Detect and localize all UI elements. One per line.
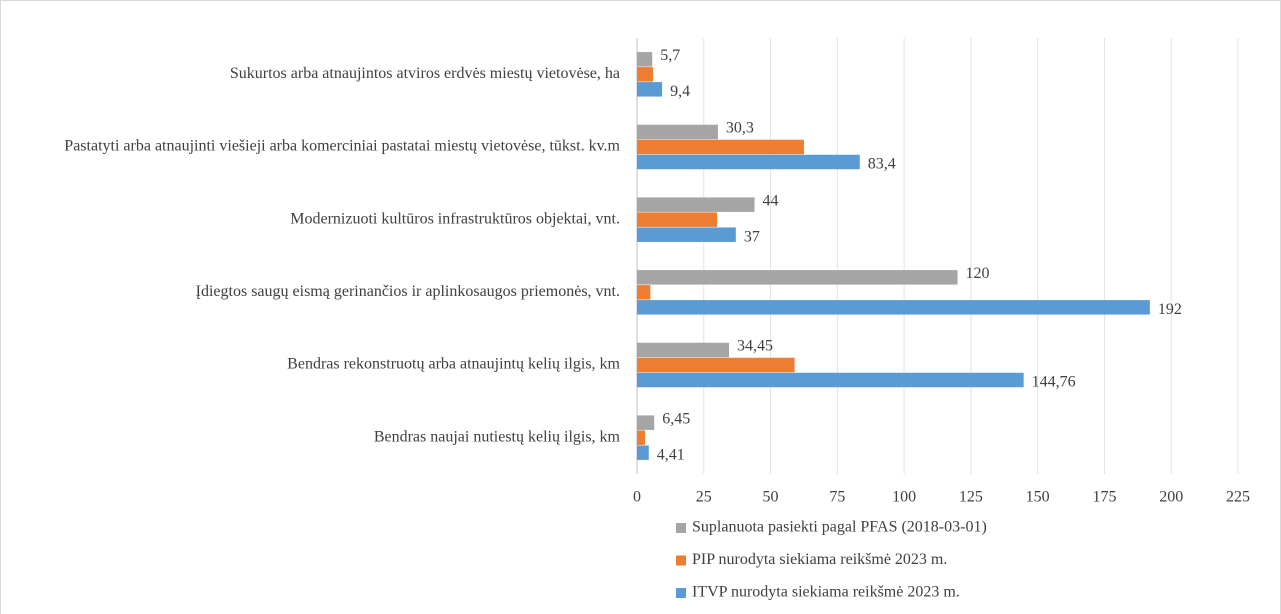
bar — [637, 445, 649, 460]
data-label: 30,3 — [726, 120, 754, 137]
data-label: 9,4 — [670, 83, 690, 100]
legend-label: Suplanuota pasiekti pagal PFAS (2018-03-… — [692, 519, 987, 536]
bar — [637, 285, 651, 300]
data-label: 6,45 — [662, 410, 690, 427]
y-tick-label: Pastatyti arba atnaujinti viešieji arba … — [64, 138, 620, 155]
x-tick-label: 200 — [1159, 489, 1183, 506]
x-tick-label: 75 — [829, 489, 845, 506]
legend-swatch — [676, 523, 686, 533]
x-tick-label: 225 — [1226, 489, 1250, 506]
data-label: 120 — [966, 265, 990, 282]
bar — [637, 197, 755, 212]
legend-swatch — [676, 555, 686, 566]
y-tick-label: Bendras rekonstruotų arba atnaujintų kel… — [287, 356, 620, 373]
bar — [637, 300, 1150, 315]
bar — [637, 82, 663, 97]
bar — [637, 67, 654, 82]
data-label: 37 — [744, 228, 760, 245]
bar — [637, 357, 795, 373]
y-tick-label: Bendras naujai nutiestų kelių ilgis, km — [374, 428, 621, 445]
bar — [637, 52, 653, 67]
x-tick-label: 150 — [1026, 489, 1050, 506]
bar — [637, 139, 804, 155]
data-label: 34,45 — [737, 338, 773, 355]
data-label: 4,41 — [657, 446, 685, 463]
data-label: 83,4 — [868, 156, 896, 173]
x-tick-label: 125 — [959, 489, 983, 506]
bar — [637, 342, 730, 358]
bar — [637, 212, 718, 227]
data-label: 44 — [763, 192, 779, 209]
bar — [637, 154, 860, 170]
data-label: 5,7 — [660, 47, 680, 64]
legend-label: PIP nurodyta siekiama reikšmė 2023 m. — [692, 551, 947, 568]
legend-label: ITVP nurodyta siekiama reikšmė 2023 m. — [692, 584, 960, 601]
bar — [637, 270, 958, 285]
x-tick-label: 25 — [696, 489, 712, 506]
data-label: 144,76 — [1032, 374, 1076, 391]
bar — [637, 430, 646, 445]
y-tick-label: Įdiegtos saugų eismą gerinančios ir apli… — [196, 283, 620, 300]
data-label: 192 — [1158, 301, 1182, 318]
x-tick-label: 0 — [633, 489, 641, 506]
bar — [637, 227, 736, 242]
x-tick-label: 50 — [763, 489, 779, 506]
legend-swatch — [676, 588, 686, 598]
x-tick-label: 100 — [892, 489, 916, 506]
bar — [637, 415, 655, 430]
y-tick-label: Sukurtos arba atnaujintos atviros erdvės… — [230, 65, 620, 82]
bar — [637, 372, 1024, 388]
bar — [637, 124, 718, 140]
x-tick-label: 175 — [1092, 489, 1116, 506]
y-tick-label: Modernizuoti kultūros infrastruktūros ob… — [290, 210, 620, 227]
